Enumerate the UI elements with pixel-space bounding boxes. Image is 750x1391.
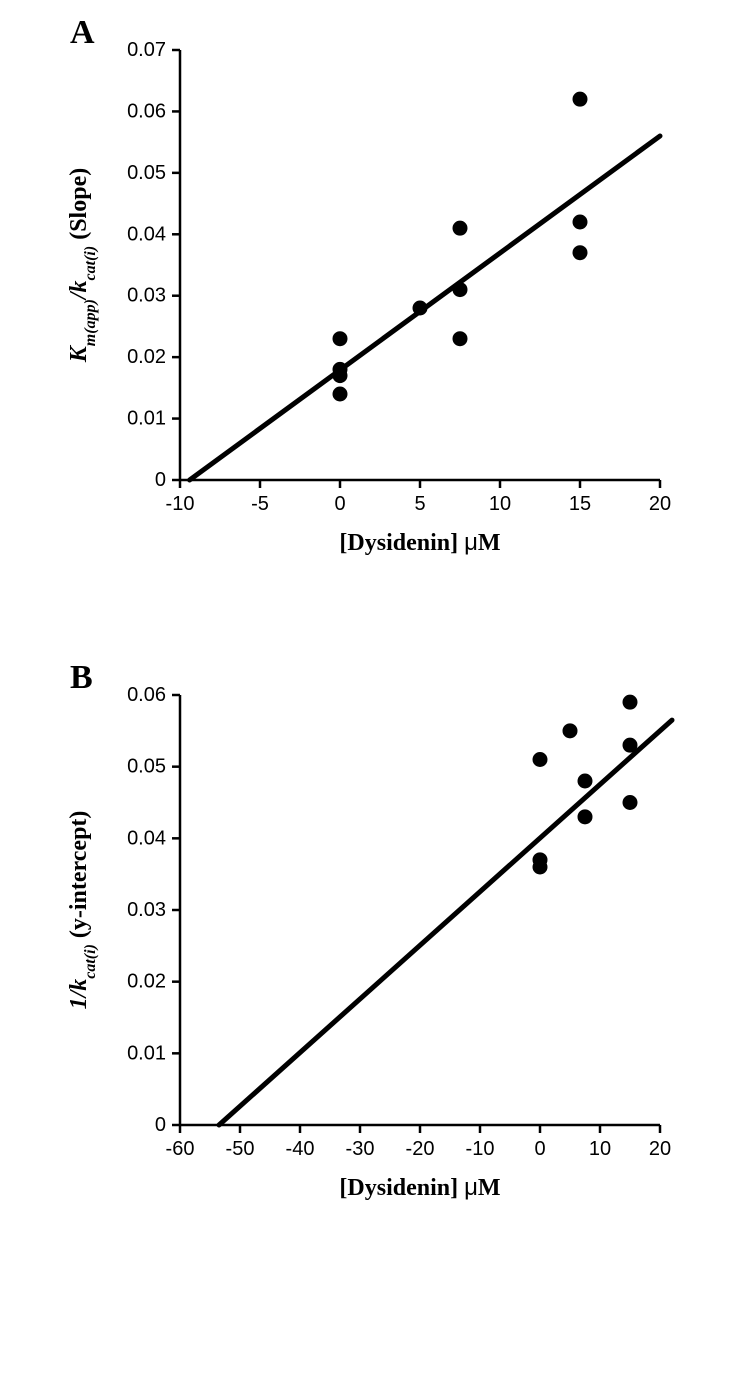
svg-text:0.07: 0.07 bbox=[127, 39, 166, 61]
figure-container: A -10-50510152000.010.020.030.040.050.06… bbox=[0, 0, 750, 1310]
svg-text:0.03: 0.03 bbox=[127, 285, 166, 307]
svg-text:0.05: 0.05 bbox=[127, 756, 166, 778]
svg-text:0.02: 0.02 bbox=[127, 971, 166, 993]
svg-text:0: 0 bbox=[334, 493, 345, 515]
svg-text:-50: -50 bbox=[226, 1138, 255, 1160]
svg-text:[Dysidenin] μM: [Dysidenin] μM bbox=[339, 529, 500, 556]
chart-a: -10 -5 0 5 10 15 20 0 0.01 0.02 0.03 0.04 0.05 0.06 0.… bbox=[50, 20, 700, 575]
svg-text:-10: -10 bbox=[166, 493, 195, 515]
panel-b: B -60-50-40-30-20-100102000.010.020.030.… bbox=[50, 665, 700, 1220]
svg-text:0: 0 bbox=[534, 1138, 545, 1160]
svg-text:20: 20 bbox=[649, 1138, 671, 1160]
svg-text:Km(app)/kcat(i) (Slope): Km(app)/kcat(i) (Slope) bbox=[66, 168, 99, 363]
svg-text:-60: -60 bbox=[166, 1138, 195, 1160]
svg-text:10: 10 bbox=[589, 1138, 611, 1160]
svg-text:0.03: 0.03 bbox=[127, 899, 166, 921]
svg-text:0.06: 0.06 bbox=[127, 100, 166, 122]
chart-b: -60 -50 -40 -30 -20 -10 0 10 20 0 0.01 0.02 0.03 0.04… bbox=[50, 665, 700, 1220]
svg-text:-5: -5 bbox=[251, 493, 269, 515]
svg-text:-10: -10 bbox=[466, 1138, 495, 1160]
svg-text:-40: -40 bbox=[286, 1138, 315, 1160]
svg-text:0.02: 0.02 bbox=[127, 346, 166, 368]
svg-text:0.04: 0.04 bbox=[127, 827, 166, 849]
svg-text:20: 20 bbox=[649, 493, 671, 515]
panel-a: A -10-50510152000.010.020.030.040.050.06… bbox=[50, 20, 700, 575]
svg-text:10: 10 bbox=[489, 493, 511, 515]
svg-text:0.04: 0.04 bbox=[127, 223, 166, 245]
svg-text:5: 5 bbox=[414, 493, 425, 515]
svg-text:[Dysidenin] μM: [Dysidenin] μM bbox=[339, 1174, 500, 1201]
svg-text:0: 0 bbox=[155, 469, 166, 491]
svg-text:-30: -30 bbox=[346, 1138, 375, 1160]
svg-text:0.01: 0.01 bbox=[127, 1042, 166, 1064]
svg-text:0.01: 0.01 bbox=[127, 408, 166, 430]
svg-text:0.06: 0.06 bbox=[127, 684, 166, 706]
panel-a-label: A bbox=[70, 14, 95, 52]
panel-b-label: B bbox=[70, 659, 93, 697]
svg-text:1/kcat(i) (y-intercept): 1/kcat(i) (y-intercept) bbox=[66, 811, 99, 1010]
svg-text:-20: -20 bbox=[406, 1138, 435, 1160]
svg-text:0: 0 bbox=[155, 1114, 166, 1136]
svg-text:15: 15 bbox=[569, 493, 591, 515]
svg-text:0.05: 0.05 bbox=[127, 162, 166, 184]
